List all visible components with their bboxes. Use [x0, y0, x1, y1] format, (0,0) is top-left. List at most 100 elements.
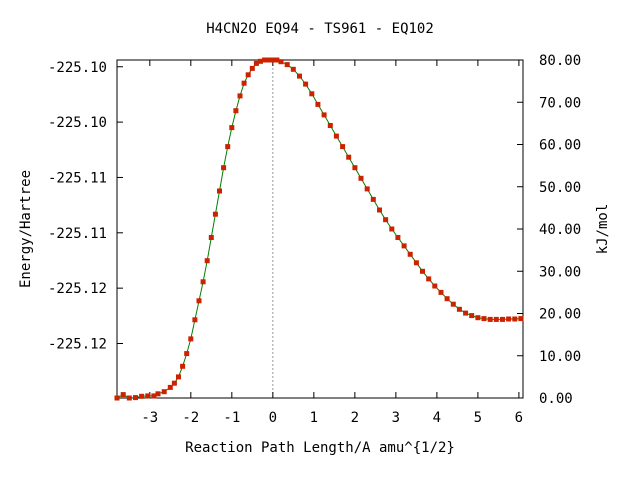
data-point — [200, 279, 206, 285]
data-point — [204, 258, 210, 264]
data-point — [444, 296, 450, 302]
right-axis-title: kJ/mol — [595, 204, 611, 255]
data-point — [401, 243, 407, 249]
left-tick-label: -225.11 — [48, 170, 107, 186]
data-point — [114, 395, 120, 401]
data-point — [297, 73, 302, 79]
data-point — [493, 316, 499, 322]
right-tick-label: 60.00 — [539, 138, 581, 154]
x-tick-label: -3 — [141, 410, 158, 426]
data-point — [176, 374, 181, 380]
data-point — [321, 112, 327, 118]
data-point — [352, 165, 358, 171]
data-point — [192, 317, 198, 323]
data-point — [481, 316, 487, 322]
data-point — [333, 133, 339, 139]
data-point — [309, 91, 315, 97]
data-point — [469, 313, 475, 319]
right-tick-label: 40.00 — [539, 222, 581, 238]
data-point — [266, 57, 272, 63]
plot-frame — [116, 59, 524, 399]
data-point — [139, 393, 145, 399]
data-point — [225, 144, 231, 150]
data-point — [383, 217, 389, 223]
data-point — [463, 310, 469, 316]
data-point — [126, 395, 132, 401]
data-point — [233, 108, 239, 114]
data-point — [426, 276, 432, 282]
data-point — [258, 58, 263, 64]
data-point — [438, 289, 444, 295]
left-tick-label: -225.11 — [48, 226, 107, 242]
left-tick-label: -225.10 — [48, 115, 107, 131]
data-point — [155, 391, 161, 397]
x-tick-label: 6 — [515, 410, 523, 426]
data-point — [120, 392, 126, 398]
data-point — [456, 306, 462, 312]
x-axis-ticks: -3 -2 -1 0 1 2 3 4 5 6 — [141, 60, 523, 426]
x-tick-label: 1 — [310, 410, 318, 426]
data-point — [487, 316, 493, 322]
data-point — [208, 235, 214, 240]
right-axis-ticks: 0.00 10.00 20.00 30.00 40.00 50.00 60.00 70.00 8… — [517, 53, 581, 407]
data-point — [377, 207, 382, 213]
right-tick-label: 20.00 — [539, 307, 581, 323]
right-tick-label: 30.00 — [539, 264, 581, 280]
data-point — [450, 301, 456, 307]
data-point — [151, 393, 157, 399]
left-axis-title: Energy/Hartree — [18, 170, 34, 288]
data-point — [217, 188, 222, 194]
data-point — [340, 144, 346, 150]
data-point — [171, 380, 177, 386]
data-point — [358, 175, 364, 181]
right-tick-label: 70.00 — [539, 95, 581, 111]
data-point-markers — [114, 57, 524, 401]
right-tick-label: 80.00 — [539, 53, 581, 69]
chart-title: H4CN2O EQ94 - TS961 - EQ102 — [206, 21, 434, 37]
data-point — [327, 123, 333, 128]
x-tick-label: 3 — [392, 410, 400, 426]
data-point — [180, 363, 186, 369]
data-point — [389, 226, 395, 232]
right-tick-label: 50.00 — [539, 180, 581, 196]
x-tick-label: 2 — [351, 410, 359, 426]
data-point — [237, 93, 243, 99]
data-point — [221, 165, 227, 171]
data-point — [413, 260, 419, 266]
data-point — [196, 298, 202, 304]
data-point — [278, 59, 284, 65]
data-point — [188, 336, 194, 342]
right-tick-label: 0.00 — [539, 391, 573, 407]
data-point — [241, 80, 247, 86]
left-tick-label: -225.12 — [48, 336, 107, 352]
left-axis-ticks: -225.12 -225.12 -225.11 -225.11 -225.10 -225.… — [48, 60, 123, 352]
data-point — [475, 315, 481, 321]
data-point — [500, 316, 505, 322]
x-axis-title: Reaction Path Length/A amu^{1/2} — [185, 440, 455, 456]
data-point — [229, 125, 235, 131]
data-point — [249, 65, 255, 71]
data-point — [290, 66, 296, 72]
data-point — [262, 57, 268, 63]
x-tick-label: 4 — [433, 410, 441, 426]
data-point — [303, 81, 309, 87]
data-point — [270, 57, 276, 63]
data-point — [212, 211, 218, 217]
data-point — [407, 251, 413, 257]
right-tick-label: 10.00 — [539, 349, 581, 365]
data-point — [512, 316, 518, 322]
data-point — [274, 57, 280, 63]
x-tick-label: 0 — [269, 410, 277, 426]
energy-curve — [116, 59, 521, 399]
x-tick-label: -2 — [182, 410, 199, 426]
data-point — [284, 62, 290, 68]
data-point — [506, 316, 512, 322]
data-point — [315, 101, 321, 107]
data-point — [161, 389, 167, 395]
data-point — [145, 393, 151, 399]
data-point — [245, 72, 251, 78]
x-tick-label: -1 — [223, 410, 240, 426]
data-point — [518, 316, 524, 322]
data-point — [184, 351, 190, 357]
